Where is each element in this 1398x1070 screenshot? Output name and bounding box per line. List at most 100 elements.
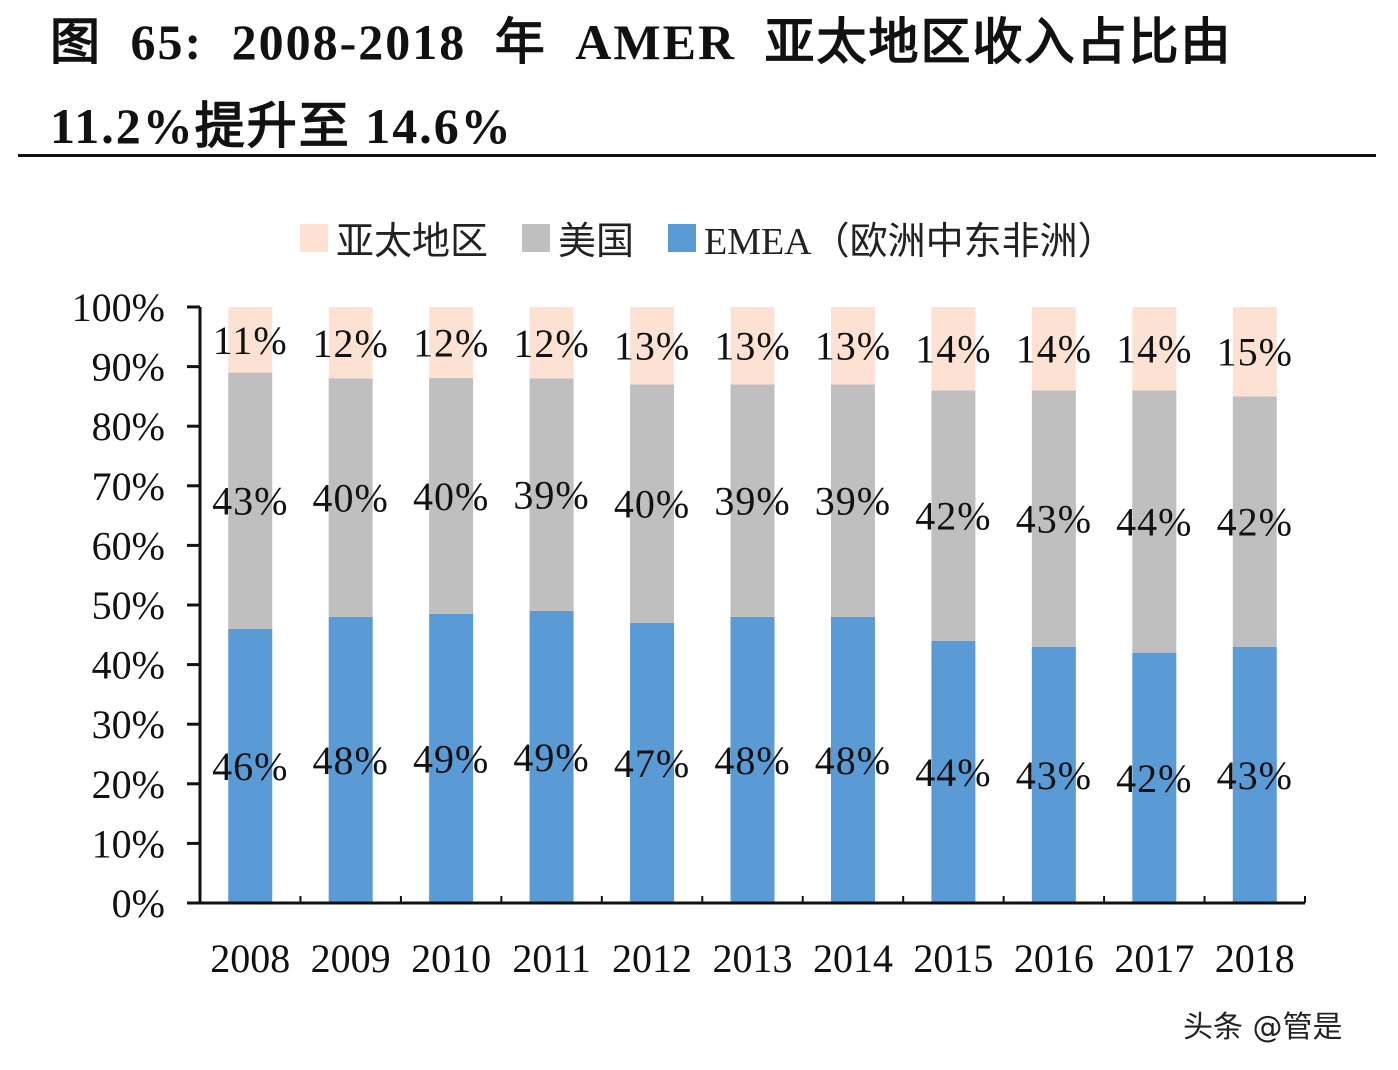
data-label: 42% [1217,500,1293,545]
bar-segment [328,616,373,903]
bar-segment [328,307,373,379]
data-label: 12% [313,321,389,366]
bar-segment [630,384,675,623]
x-tick-label: 2010 [411,936,491,981]
legend-swatch [668,223,697,252]
x-tick-label: 2008 [210,936,290,981]
data-label: 43% [1016,497,1092,542]
legend-label: EMEA（欧洲中东非洲） [704,221,1116,263]
bar-segment [1232,396,1277,647]
legend-swatch [300,223,328,252]
data-label: 47% [614,741,690,786]
y-tick-label: 60% [92,523,165,568]
bar-segment [1132,307,1177,391]
bar-segment [228,628,273,903]
data-label: 44% [1116,500,1192,545]
bar-segment [630,307,675,385]
legend-swatch [522,223,551,252]
bar-segment [1232,307,1277,397]
data-label: 43% [212,479,288,524]
data-label: 49% [513,735,589,780]
data-label: 42% [1116,756,1192,801]
bar-segment [529,307,574,379]
data-label: 40% [614,482,690,527]
bar-segment [830,616,875,903]
legend: 亚太地区 美国 EMEA（欧洲中东非洲） [300,210,1150,265]
y-tick-label: 70% [92,464,165,509]
data-label: 12% [413,320,489,365]
bar-segment [730,307,775,385]
bar-segment [1132,390,1177,653]
bar-segment [730,384,775,617]
data-label: 13% [614,324,690,369]
bar-segment [328,378,373,617]
bar-segment [830,384,875,617]
data-label: 14% [1016,327,1092,372]
bar-segment [529,610,574,903]
bar-segment [429,377,474,614]
bar-segment [830,307,875,385]
legend-label: 美国 [558,221,635,263]
data-label: 14% [915,327,991,372]
bar-segment [630,622,675,903]
chart-title-line1: 图 65: 2008-2018 年 AMER 亚太地区收入占比由 [50,14,1233,70]
bar-segment [228,307,273,373]
data-label: 12% [513,321,589,366]
x-tick-label: 2015 [913,936,993,981]
legend-item-us: 美国 [522,210,634,265]
bar-segment [1031,307,1076,391]
bar-segment [228,372,273,629]
legend-item-emea: EMEA（欧洲中东非洲） [668,210,1116,265]
legend-item-asia: 亚太地区 [300,210,488,265]
y-tick-label: 100% [72,285,165,330]
bar-segment [1132,652,1177,903]
bar-segment [1031,390,1076,647]
data-label: 43% [1016,753,1092,798]
y-tick-label: 80% [92,404,165,449]
data-label: 39% [815,479,891,524]
data-label: 48% [815,738,891,783]
legend-label: 亚太地区 [336,221,489,263]
data-label: 48% [714,738,790,783]
y-tick-label: 30% [92,702,165,747]
data-label: 44% [915,750,991,795]
data-label: 49% [413,736,489,781]
x-tick-label: 2009 [311,936,391,981]
x-tick-label: 2016 [1014,936,1094,981]
data-label: 42% [915,494,991,539]
data-label: 11% [213,318,288,363]
title-rule [18,154,1376,157]
watermark: 头条 @管是 [1183,1010,1343,1045]
data-label: 13% [815,324,891,369]
y-tick-label: 0% [112,881,165,926]
data-label: 40% [313,476,389,521]
data-label: 14% [1116,327,1192,372]
x-tick-label: 2017 [1114,936,1194,981]
data-label: 13% [714,324,790,369]
bar-segment [529,378,574,611]
data-label: 46% [212,744,288,789]
y-tick-label: 90% [92,345,165,390]
x-tick-label: 2012 [612,936,692,981]
y-tick-label: 20% [92,762,165,807]
bar-segment [931,307,976,391]
y-tick-label: 10% [92,821,165,866]
data-label: 48% [313,738,389,783]
bar-segment [931,390,976,641]
y-tick-label: 40% [92,643,165,688]
bar-segment [429,613,474,903]
x-tick-label: 2013 [713,936,793,981]
data-label: 40% [413,474,489,519]
bar-segment [730,616,775,903]
data-label: 15% [1217,330,1293,375]
chart-title-line2: 11.2%提升至 14.6% [50,98,513,154]
bar-segment [1031,646,1076,903]
y-tick-label: 50% [92,583,165,628]
x-tick-label: 2018 [1215,936,1295,981]
data-label: 43% [1217,753,1293,798]
data-label: 39% [714,479,790,524]
bar-segment [429,307,474,378]
x-tick-label: 2014 [813,936,893,981]
x-tick-label: 2011 [512,936,591,981]
